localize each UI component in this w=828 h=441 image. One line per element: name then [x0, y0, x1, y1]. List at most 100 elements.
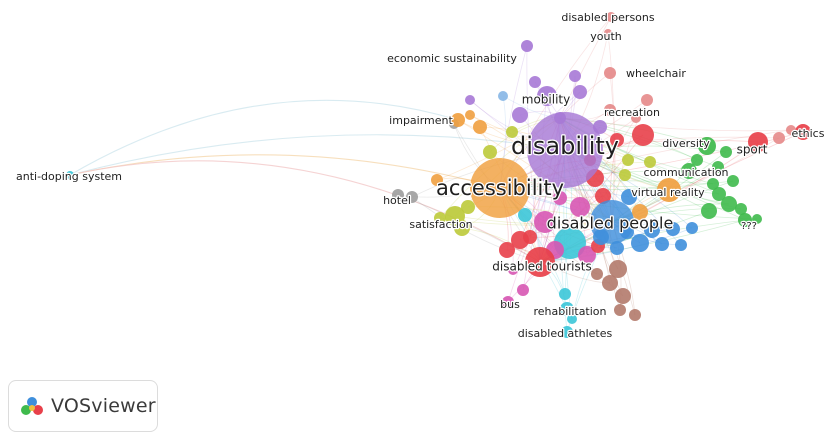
labeled-node-layer [66, 12, 811, 338]
minor-node-salmon[interactable] [786, 125, 796, 135]
minor-node-pink[interactable] [570, 197, 590, 217]
minor-node-cyan[interactable] [518, 208, 532, 222]
minor-node-green[interactable] [752, 214, 762, 224]
label-unknown: ??? [741, 221, 757, 232]
minor-node-purple[interactable] [529, 76, 541, 88]
minor-node-grey[interactable] [406, 191, 418, 203]
minor-node-blue[interactable] [621, 189, 637, 205]
node-bus[interactable] [502, 296, 514, 308]
label-virtual-reality: virtual reality [631, 186, 705, 199]
minor-node-blue[interactable] [686, 222, 698, 234]
node-unknown[interactable] [738, 213, 752, 227]
minor-node-salmon[interactable] [631, 113, 641, 123]
minor-node-olive[interactable] [644, 156, 656, 168]
link [607, 32, 615, 223]
minor-node-brown[interactable] [629, 309, 641, 321]
minor-node-brown[interactable] [602, 275, 618, 291]
node-ethics[interactable] [795, 124, 811, 140]
minor-node-cyan[interactable] [567, 314, 577, 324]
node-sport[interactable] [748, 132, 768, 152]
node-mobility[interactable] [537, 86, 557, 106]
minor-node-blue[interactable] [655, 237, 669, 251]
label-satisfaction: satisfaction [409, 218, 472, 231]
minor-node-green[interactable] [701, 203, 717, 219]
minor-node-red[interactable] [632, 124, 654, 146]
node-hotel[interactable] [392, 189, 404, 201]
minor-node-orange[interactable] [632, 204, 648, 220]
minor-node-red[interactable] [610, 133, 624, 147]
minor-node-brown[interactable] [591, 268, 603, 280]
minor-node-olive[interactable] [619, 169, 631, 181]
node-disabled-people[interactable] [590, 200, 634, 244]
label-bus: bus [500, 298, 520, 311]
minor-node-green[interactable] [712, 187, 726, 201]
minor-node-pink[interactable] [508, 265, 518, 275]
minor-node-brown[interactable] [614, 304, 626, 316]
minor-node-olive[interactable] [434, 212, 446, 224]
vosviewer-logo-icon [21, 397, 43, 415]
node-diversity[interactable] [698, 137, 716, 155]
minor-node-salmon[interactable] [773, 132, 785, 144]
minor-node-pink[interactable] [534, 211, 556, 233]
node-impairment[interactable] [451, 113, 465, 127]
node-wheelchair[interactable] [604, 67, 616, 79]
minor-node-pink[interactable] [553, 191, 567, 205]
minor-node-olive[interactable] [461, 200, 475, 214]
label-ethics: ethics [792, 127, 825, 140]
minor-node-blue[interactable] [631, 234, 649, 252]
node-communication[interactable] [681, 163, 697, 179]
minor-node-green[interactable] [735, 203, 747, 215]
node-disabled-tourists[interactable] [525, 247, 555, 277]
minor-node-blue[interactable] [666, 222, 680, 236]
node-disabled-persons[interactable] [606, 12, 616, 22]
minor-node-red[interactable] [523, 230, 537, 244]
minor-node-orange[interactable] [431, 174, 443, 186]
minor-node-olive[interactable] [483, 145, 497, 159]
minor-node-green[interactable] [721, 196, 737, 212]
minor-node-red[interactable] [499, 242, 515, 258]
minor-node-green[interactable] [707, 178, 719, 190]
label-accessibility: accessibility [436, 176, 564, 200]
node-accessibility[interactable] [470, 158, 530, 218]
label-mobility: mobility [522, 93, 570, 107]
minor-node-green[interactable] [720, 146, 732, 158]
minor-node-red[interactable] [595, 188, 611, 204]
node-disability[interactable] [527, 112, 603, 188]
node-disabled-athletes[interactable] [561, 326, 573, 338]
node-satisfaction[interactable] [445, 206, 465, 226]
minor-node-blue[interactable] [644, 222, 660, 238]
minor-node-brown[interactable] [615, 288, 631, 304]
minor-node-salmon[interactable] [641, 94, 653, 106]
minor-node-orange[interactable] [473, 120, 487, 134]
minor-node-pink[interactable] [578, 246, 596, 264]
minor-node-purple[interactable] [573, 85, 587, 99]
node-virtual-reality[interactable] [657, 178, 681, 202]
node-economic-sustainability[interactable] [521, 40, 533, 52]
minor-node-blue[interactable] [675, 239, 687, 251]
minor-node-green[interactable] [712, 161, 724, 173]
node-rehabilitation[interactable] [560, 302, 574, 316]
minor-node-purple[interactable] [465, 95, 475, 105]
minor-node-purple[interactable] [512, 107, 528, 123]
minor-node-pink[interactable] [517, 284, 529, 296]
minor-node-orange[interactable] [465, 110, 475, 120]
minor-node-lightblue[interactable] [498, 91, 508, 101]
link [411, 196, 541, 263]
minor-node-green[interactable] [691, 154, 703, 166]
label-sport: sport [737, 143, 768, 157]
minor-node-blue[interactable] [610, 241, 624, 255]
label-disability: disability [511, 132, 619, 160]
label-anti-doping-system: anti-doping system [16, 170, 122, 183]
minor-node-olive[interactable] [622, 154, 634, 166]
minor-node-cyan[interactable] [559, 288, 571, 300]
node-recreation[interactable] [604, 104, 616, 116]
minor-node-green[interactable] [727, 175, 739, 187]
link [559, 16, 612, 119]
node-youth[interactable] [604, 29, 612, 37]
label-disabled-persons: disabled persons [561, 11, 655, 24]
minor-node-brown[interactable] [609, 260, 627, 278]
node-anti-doping-system[interactable] [66, 171, 74, 179]
minor-node-purple[interactable] [569, 70, 581, 82]
minor-node-olive[interactable] [506, 126, 518, 138]
